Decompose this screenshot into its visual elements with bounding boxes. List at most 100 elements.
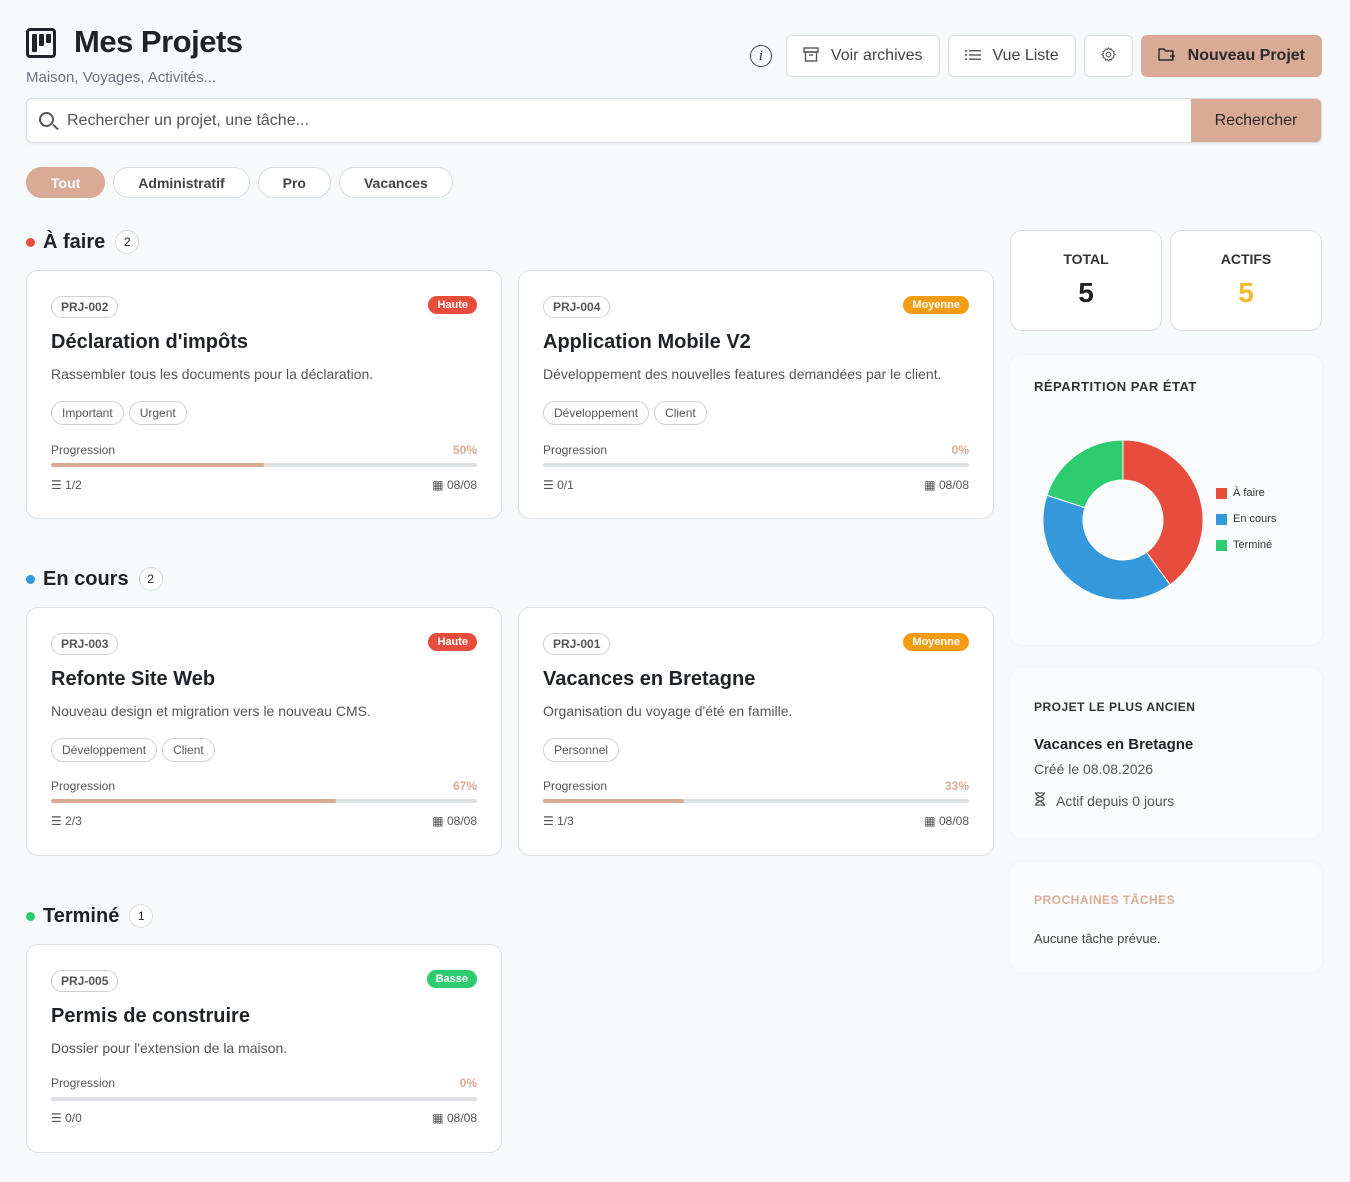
archives-button[interactable]: Voir archives [785,35,940,77]
list-view-button[interactable]: Vue Liste [947,35,1076,77]
project-title: Refonte Site Web [51,668,216,690]
donut-slice-0 [1122,439,1204,586]
project-card[interactable]: PRJ-005 Basse Permis de construire Dossi… [26,944,502,1153]
project-card[interactable]: PRJ-004 Moyenne Application Mobile V2 Dé… [518,270,994,519]
archives-button-label: Voir archives [830,47,923,64]
priority-badge: Moyenne [903,296,969,314]
hourglass-icon [1034,792,1046,809]
project-title: Application Mobile V2 [543,331,751,353]
status-dot [26,237,35,247]
section-done: Terminé 1 [26,904,154,928]
progress-value: 50% [452,443,477,457]
page-subtitle: Maison, Voyages, Activités... [26,69,217,86]
section-in-progress: En cours 2 [26,567,163,591]
info-icon[interactable]: i [749,45,772,67]
priority-badge: Moyenne [903,633,969,651]
chart-panel: RÉPARTITION PAR ÉTAT À faire En cours Te… [1010,355,1322,645]
progress-bar [51,799,477,803]
tag: Personnel [543,738,620,762]
progress-value: 0% [459,1076,477,1090]
search-bar: Rechercher [26,98,1322,143]
tag-list: Personnel [543,738,620,762]
upcoming-tasks-panel: PROCHAINES TÂCHES Aucune tâche prévue. [1010,862,1322,972]
tag: Urgent [128,401,187,425]
task-count: ☰ 1/3 [543,814,574,828]
list-icon: ☰ [51,814,66,828]
section-title: Terminé [43,904,120,927]
section-count: 2 [115,230,140,254]
list-icon [964,48,981,65]
settings-button[interactable] [1083,35,1133,77]
search-button[interactable]: Rechercher [1191,99,1321,142]
stat-value: 5 [1078,277,1094,308]
progress-bar [543,799,969,803]
project-description: Organisation du voyage d'été en famille. [543,703,793,719]
project-code: PRJ-005 [51,970,119,992]
progress-fill [51,799,337,803]
page-title: Mes Projets [74,24,243,59]
progress-label: Progression [51,1076,116,1090]
calendar-icon: ▦ [924,478,939,492]
project-title: Permis de construire [51,1005,250,1027]
stat-active: ACTIFS 5 [1170,230,1322,331]
oldest-project-name[interactable]: Vacances en Bretagne [1034,736,1194,753]
donut-chart [1042,439,1204,601]
project-card[interactable]: PRJ-003 Haute Refonte Site Web Nouveau d… [26,607,502,856]
due-date: ▦ 08/08 [432,478,477,492]
task-count: ☰ 0/0 [51,1111,82,1125]
due-date: ▦ 08/08 [924,814,969,828]
search-icon [39,112,54,127]
oldest-project-created: Créé le 08.08.2026 [1034,761,1154,777]
progress-label: Progression [543,779,608,793]
filter-chip-administratif[interactable]: Administratif [113,167,250,198]
due-date: ▦ 08/08 [432,1111,477,1125]
filter-chip-vacances[interactable]: Vacances [338,167,453,198]
tag: Développement [51,738,158,762]
project-title: Vacances en Bretagne [543,668,756,690]
section-count: 1 [129,904,154,928]
filter-chips: Tout Administratif Pro Vacances [26,167,453,198]
tag: Client [654,401,707,425]
tag-list: Développement Client [543,401,707,425]
list-icon: ☰ [51,1111,66,1125]
priority-badge: Haute [428,633,477,651]
calendar-icon: ▦ [924,814,939,828]
project-description: Dossier pour l'extension de la maison. [51,1040,288,1056]
legend-item: À faire [1216,480,1276,506]
project-card[interactable]: PRJ-001 Moyenne Vacances en Bretagne Org… [518,607,994,856]
list-icon: ☰ [51,478,66,492]
filter-chip-pro[interactable]: Pro [257,167,331,198]
legend-item: En cours [1216,506,1276,532]
project-card[interactable]: PRJ-002 Haute Déclaration d'impôts Rasse… [26,270,502,519]
tag-list: Important Urgent [51,401,187,425]
legend-item: Terminé [1216,532,1276,558]
chart-title: RÉPARTITION PAR ÉTAT [1034,379,1197,394]
progress-bar [51,463,477,467]
progress-label: Progression [543,443,608,457]
oldest-project-age: Actif depuis 0 jours [1034,792,1174,809]
archive-icon [803,46,819,66]
task-count: ☰ 1/2 [51,478,82,492]
donut-slice-1 [1042,494,1171,601]
section-title: À faire [43,230,106,253]
progress-value: 33% [944,779,969,793]
stat-total: TOTAL 5 [1010,230,1162,331]
new-project-button-label: Nouveau Projet [1187,47,1305,64]
project-code: PRJ-001 [543,633,611,655]
project-code: PRJ-003 [51,633,119,655]
task-count: ☰ 0/1 [543,478,574,492]
donut-slice-2 [1046,439,1124,509]
progress-label: Progression [51,779,116,793]
list-icon: ☰ [543,814,558,828]
status-dot [26,574,35,584]
oldest-project-label: PROJET LE PLUS ANCIEN [1034,700,1196,714]
progress-bar [543,463,969,467]
new-project-button[interactable]: Nouveau Projet [1140,35,1322,77]
search-input[interactable] [67,99,1167,142]
list-view-button-label: Vue Liste [992,47,1059,64]
header-actions: i Voir archives Vue Liste Nouveau Projet [749,35,1322,77]
filter-chip-tout[interactable]: Tout [26,167,106,198]
kanban-logo-icon [26,28,56,58]
header: Mes Projets Maison, Voyages, Activités..… [26,24,1322,86]
upcoming-tasks-label: PROCHAINES TÂCHES [1034,893,1176,907]
